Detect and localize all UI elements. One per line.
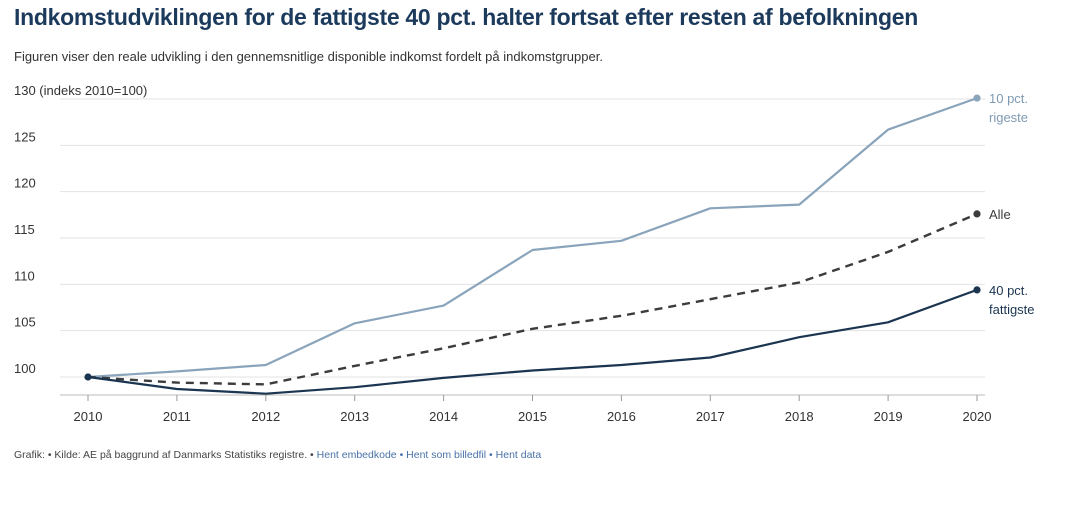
- y-tick-label: 120: [14, 176, 36, 191]
- series-label: 10 pct.: [989, 91, 1028, 106]
- series-label: Alle: [989, 207, 1011, 222]
- x-tick-label: 2017: [696, 409, 725, 424]
- x-tick-label: 2016: [607, 409, 636, 424]
- x-tick-label: 2015: [518, 409, 547, 424]
- y-axis-label: 130 (indeks 2010=100): [14, 83, 147, 98]
- x-tick-label: 2010: [74, 409, 103, 424]
- y-tick-label: 125: [14, 129, 36, 144]
- x-tick-label: 2013: [340, 409, 369, 424]
- y-tick-label: 110: [14, 268, 35, 283]
- download-data-link[interactable]: Hent data: [495, 449, 542, 461]
- footer-separator: •: [489, 449, 493, 461]
- download-image-link[interactable]: Hent som billedfil: [406, 449, 487, 461]
- y-tick-label: 100: [14, 361, 36, 376]
- start-marker: [84, 373, 92, 381]
- series-end-marker: [973, 286, 981, 294]
- series-line: [87, 288, 978, 395]
- embed-code-link[interactable]: Hent embedkode: [316, 449, 397, 461]
- x-tick-label: 2020: [963, 409, 992, 424]
- chart-subtitle: Figuren viser den reale udvikling i den …: [14, 49, 603, 64]
- y-tick-label: 105: [14, 315, 36, 330]
- x-tick-label: 2018: [785, 409, 814, 424]
- chart-footer: Grafik: • Kilde: AE på baggrund af Danma…: [14, 449, 541, 461]
- x-tick-label: 2011: [163, 409, 191, 424]
- series-line: [87, 97, 978, 379]
- y-tick-label: 115: [14, 222, 35, 237]
- series-label: rigeste: [989, 110, 1028, 125]
- chart-title: Indkomstudviklingen for de fattigste 40 …: [14, 4, 918, 30]
- series-end-marker: [973, 210, 981, 218]
- series-end-marker: [973, 94, 981, 102]
- x-tick-label: 2012: [251, 409, 280, 424]
- x-tick-label: 2014: [429, 409, 458, 424]
- source-text: Grafik: • Kilde: AE på baggrund af Danma…: [14, 449, 314, 461]
- series-label: fattigste: [989, 302, 1035, 317]
- x-tick-label: 2019: [874, 409, 903, 424]
- footer-separator: •: [399, 449, 404, 461]
- series-line: [87, 212, 978, 386]
- series-label: 40 pct.: [989, 283, 1028, 298]
